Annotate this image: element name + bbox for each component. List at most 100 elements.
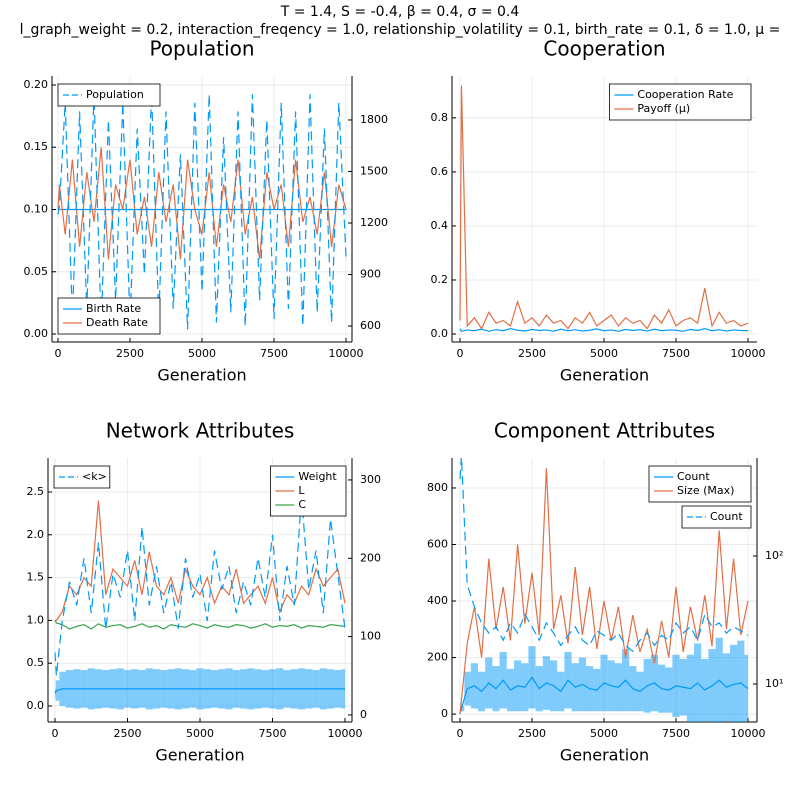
y-tick-label: 0.10 (24, 202, 49, 215)
legend-box (609, 83, 752, 121)
suptitle: l_graph_weight = 0.2, interaction_freqen… (20, 22, 781, 38)
series-line (57, 147, 347, 260)
plot-area (459, 85, 749, 332)
x-tick-label: 10000 (731, 727, 766, 740)
y2-tick-label: 0 (360, 708, 367, 721)
y-tick-label: 1.5 (27, 571, 45, 584)
panel: 0 2500 5000 7500 10000 0.00 0.05 0.10 0.15 0.20 60… (24, 37, 389, 385)
y-tick-label: 0.8 (431, 111, 449, 124)
x-axis-label: Generation (155, 746, 244, 765)
series-line (459, 468, 749, 715)
x-tick-label: 10000 (328, 727, 363, 740)
y-tick-label: 2.5 (27, 485, 45, 498)
y-tick-label: 800 (427, 481, 448, 494)
panel: 0 2500 5000 7500 10000 0.0 0.2 0.4 0.6 0.8 Coopera… (431, 37, 766, 385)
ribbon (730, 644, 738, 722)
y2-tick-label: 1500 (360, 164, 388, 177)
x-tick-label: 10000 (731, 347, 766, 360)
plot-area (459, 458, 749, 722)
chart-title: Cooperation (543, 37, 665, 61)
legend-box (57, 297, 161, 335)
x-tick-label: 7500 (260, 347, 288, 360)
ribbon (744, 654, 749, 722)
y2-tick-label: 10² (765, 549, 783, 562)
x-axis-label: Generation (560, 746, 649, 765)
series-line (57, 94, 347, 330)
y2-tick-label: 1800 (360, 113, 388, 126)
y-tick-label: 0.0 (431, 327, 449, 340)
ribbon (460, 705, 465, 712)
x-tick-label: 2500 (518, 727, 546, 740)
legend-label: C (298, 498, 306, 511)
y-tick-label: 1.0 (27, 613, 45, 626)
x-axis-label: Generation (560, 366, 649, 385)
y-tick-label: 0.15 (24, 140, 49, 153)
y2-tick-label: 10¹ (765, 677, 783, 690)
chart-title: Population (149, 37, 254, 61)
series-line (54, 500, 346, 621)
panel: 0 2500 5000 7500 10000 0 200 400 600 800 10¹ 10² Com… (427, 419, 783, 765)
plot-area (54, 495, 346, 710)
y-tick-label: 0 (441, 707, 448, 720)
legend-label: Size (Max) (677, 484, 734, 497)
legend-label: Birth Rate (86, 302, 141, 315)
y-tick-label: 200 (427, 651, 448, 664)
series-line (54, 688, 346, 694)
y-tick-label: 2.0 (27, 528, 45, 541)
x-tick-label: 2500 (113, 727, 141, 740)
panel: 0 2500 5000 7500 10000 0.0 0.5 1.0 1.5 2.0 2.5 0 100… (27, 419, 382, 765)
suptitle: T = 1.4, S = -0.4, β = 0.4, σ = 0.4 (280, 4, 520, 20)
y2-tick-label: 900 (360, 268, 381, 281)
series-line (459, 458, 749, 653)
legend-label: <k> (82, 470, 107, 483)
x-tick-label: 5000 (188, 347, 216, 360)
x-tick-label: 7500 (662, 727, 690, 740)
x-tick-label: 5000 (590, 347, 618, 360)
legend-box (648, 465, 752, 503)
y-tick-label: 0.5 (27, 656, 45, 669)
series-line (459, 676, 749, 715)
legend-label: Death Rate (86, 316, 148, 329)
y-tick-label: 0.00 (24, 327, 49, 340)
x-tick-label: 5000 (186, 727, 214, 740)
y-tick-label: 600 (427, 537, 448, 550)
x-tick-label: 5000 (590, 727, 618, 740)
legend-box (53, 465, 111, 489)
y2-tick-label: 100 (360, 630, 381, 643)
legend-label: Payoff (μ) (637, 102, 690, 115)
series-line (459, 85, 749, 330)
y-tick-label: 0.20 (24, 78, 49, 91)
legend-label: Population (86, 88, 144, 101)
x-tick-label: 7500 (259, 727, 287, 740)
chart-title: Component Attributes (494, 419, 715, 443)
series-line (54, 495, 346, 676)
legend-label: L (298, 484, 305, 497)
x-tick-label: 0 (457, 347, 464, 360)
legend-label: Count (677, 470, 710, 483)
ribbon (737, 640, 745, 722)
y-tick-label: 0.05 (24, 265, 49, 278)
x-tick-label: 2500 (518, 347, 546, 360)
y-tick-label: 0.6 (431, 165, 449, 178)
x-tick-label: 7500 (662, 347, 690, 360)
x-tick-label: 0 (51, 727, 58, 740)
y-tick-label: 0.4 (431, 219, 449, 232)
x-tick-label: 10000 (329, 347, 364, 360)
chart-title: Network Attributes (106, 419, 295, 443)
x-axis-label: Generation (157, 366, 246, 385)
y2-tick-label: 600 (360, 319, 381, 332)
legend-box (57, 83, 161, 107)
x-tick-label: 2500 (116, 347, 144, 360)
y-tick-label: 400 (427, 594, 448, 607)
series-line (459, 327, 749, 332)
y2-tick-label: 200 (360, 551, 381, 564)
legend-label: Count (710, 510, 743, 523)
series-line (54, 620, 346, 630)
x-tick-label: 0 (54, 347, 61, 360)
legend-label: Weight (298, 470, 337, 483)
y-tick-label: 0.2 (431, 273, 449, 286)
y2-tick-label: 300 (360, 473, 381, 486)
plot-area (57, 94, 347, 330)
